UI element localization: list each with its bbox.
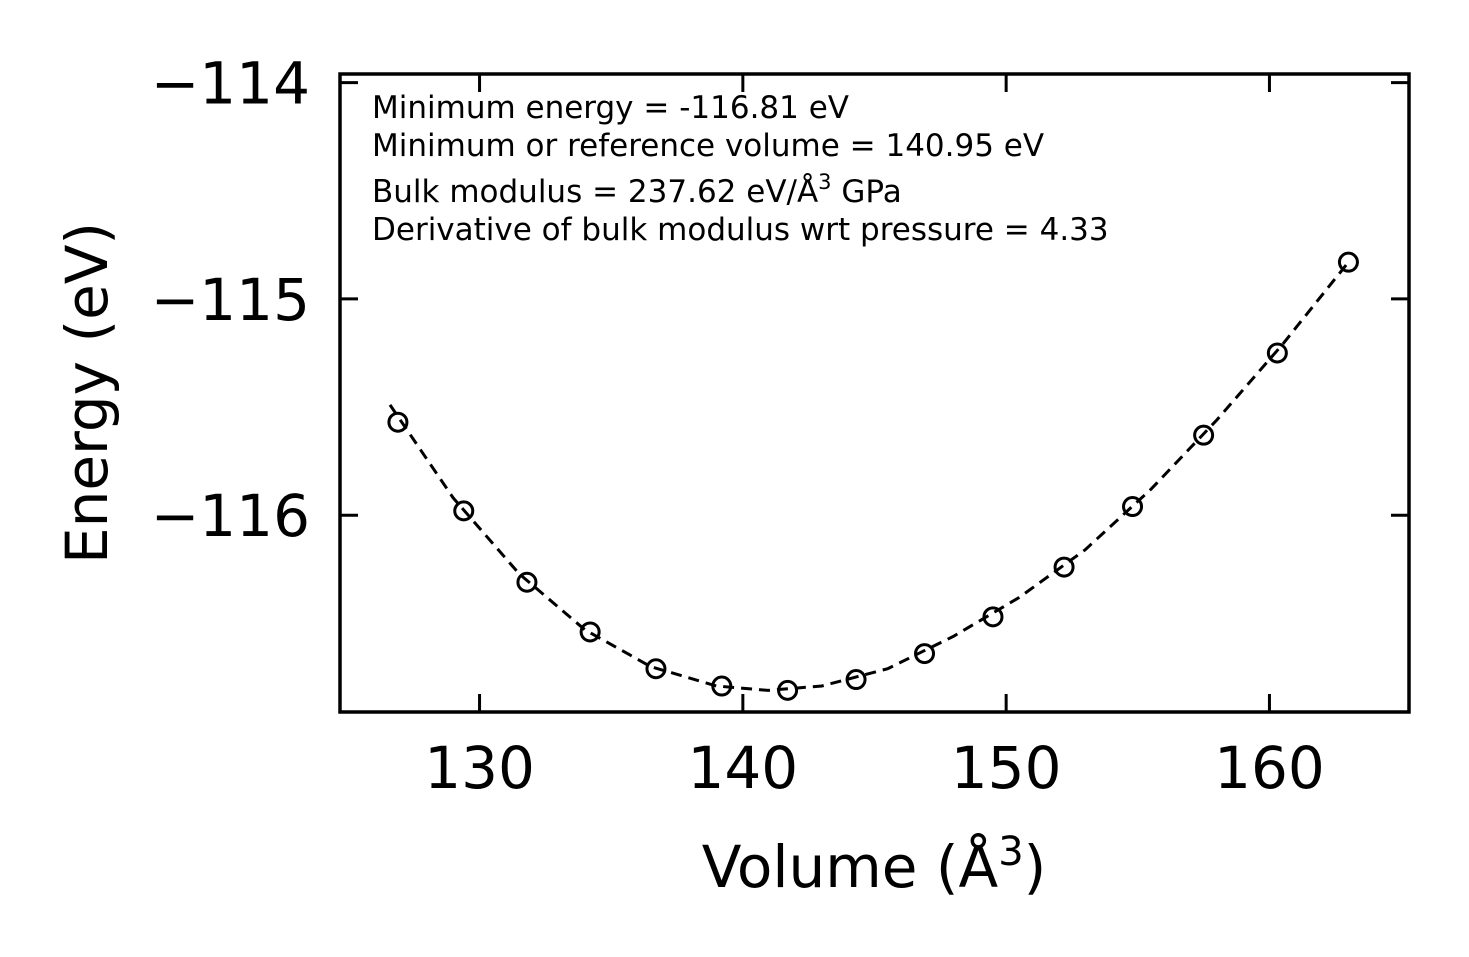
x-tick-label: 140 (687, 734, 798, 802)
data-point (1266, 342, 1288, 364)
y-tick-labels: −114 −115 −116 (151, 50, 310, 551)
data-point (579, 621, 601, 643)
data-point (1337, 251, 1359, 273)
x-tick-label: 160 (1214, 734, 1325, 802)
x-tick-labels: 130 140 150 160 (424, 734, 1325, 802)
data-point (516, 571, 538, 593)
data-point (914, 643, 936, 665)
annotation-bulk-modulus-suffix: GPa (832, 174, 902, 210)
annotation-bulk-derivative: Derivative of bulk modulus wrt pressure … (372, 212, 1109, 248)
y-axis-title: Energy (eV) (53, 222, 121, 564)
annotation-bulk-modulus-sup: 3 (818, 170, 831, 194)
series-layer (387, 251, 1359, 701)
data-point (1122, 496, 1144, 518)
fit-curve (388, 261, 1350, 692)
data-point (387, 411, 409, 433)
axis-ticks (340, 74, 1409, 712)
x-tick-label: 150 (951, 734, 1062, 802)
data-point (711, 675, 733, 697)
annotation-min-volume: Minimum or reference volume = 140.95 eV (372, 128, 1044, 164)
data-point (453, 500, 475, 522)
x-axis-title: Volume (Å3) (702, 829, 1047, 901)
annotation-bulk-modulus: Bulk modulus = 237.62 eV/Å3 GPa (372, 170, 902, 210)
x-axis-title-main: Volume (Å (702, 832, 999, 901)
y-tick-label: −114 (151, 50, 310, 118)
annotation-min-energy: Minimum energy = -116.81 eV (372, 90, 849, 126)
annotation-bulk-modulus-main: Bulk modulus = 237.62 eV/Å (372, 174, 818, 210)
data-point (1053, 556, 1075, 578)
x-tick-label: 130 (424, 734, 535, 802)
y-tick-label: −116 (151, 482, 310, 550)
data-point (1193, 424, 1215, 446)
data-point (645, 658, 667, 680)
data-point (777, 679, 799, 701)
plot-frame (338, 72, 1411, 714)
x-axis-title-close: ) (1024, 833, 1047, 901)
x-axis-title-sup: 3 (998, 829, 1023, 875)
data-point (982, 606, 1004, 628)
data-point (845, 669, 867, 691)
y-tick-label: −115 (151, 266, 310, 334)
